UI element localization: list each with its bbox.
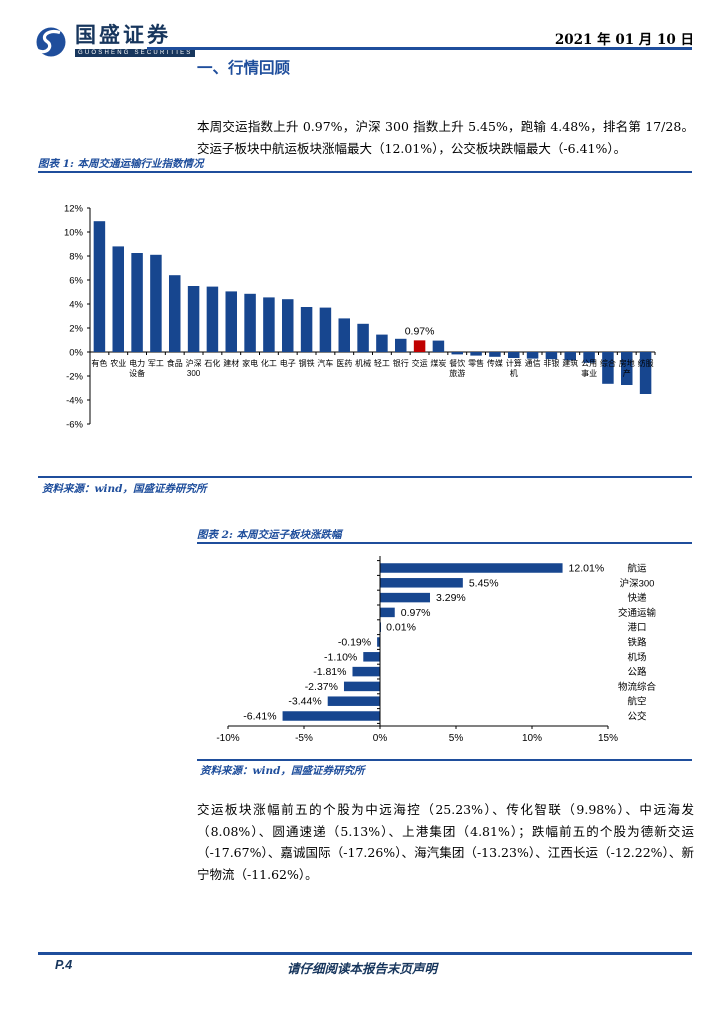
svg-text:沪深300: 沪深300 xyxy=(620,577,655,589)
svg-text:设备: 设备 xyxy=(129,368,145,378)
svg-text:0.97%: 0.97% xyxy=(401,607,431,619)
svg-text:钢铁: 钢铁 xyxy=(299,358,315,368)
svg-text:公用: 公用 xyxy=(581,359,597,368)
svg-text:建材: 建材 xyxy=(223,358,239,368)
svg-text:机: 机 xyxy=(510,368,518,378)
svg-text:交通运输: 交通运输 xyxy=(618,607,657,619)
brand-logo: 国盛证券 GUOSHENG SECURITIES xyxy=(33,24,196,60)
svg-text:军工: 军工 xyxy=(148,359,164,368)
svg-text:纺服: 纺服 xyxy=(638,358,654,368)
svg-text:化工: 化工 xyxy=(261,358,277,368)
svg-text:产: 产 xyxy=(623,368,631,378)
industry-index-bar-chart: 12% 10% 8% 6% 4% 2% 0% -2% -4% -6% 0.97% 有色 农业 电力设备军工… xyxy=(64,204,656,431)
svg-text:有色: 有色 xyxy=(91,358,107,368)
svg-text:-6.41%: -6.41% xyxy=(243,711,276,723)
svg-text:-1.10%: -1.10% xyxy=(324,651,357,663)
summary-paragraph: 本周交运指数上升 0.97%，沪深 300 指数上升 5.45%，跑输 4.48… xyxy=(197,119,694,156)
svg-text:机械: 机械 xyxy=(355,358,371,368)
svg-text:0%: 0% xyxy=(373,733,388,744)
figure1-caption-rule xyxy=(38,171,692,173)
svg-text:房地: 房地 xyxy=(619,358,635,368)
svg-text:5%: 5% xyxy=(449,733,464,744)
svg-text:12.01%: 12.01% xyxy=(569,563,605,575)
guosheng-swirl-icon xyxy=(36,27,66,57)
svg-text:事业: 事业 xyxy=(581,368,597,378)
svg-text:8%: 8% xyxy=(69,252,83,263)
svg-text:电力: 电力 xyxy=(129,358,145,368)
svg-text:0.01%: 0.01% xyxy=(386,622,416,634)
svg-text:-2.37%: -2.37% xyxy=(305,681,338,693)
header-divider xyxy=(147,47,692,50)
report-date: 2021 年 01 月 10 日 xyxy=(554,32,694,48)
footer-divider xyxy=(38,952,692,955)
svg-text:建筑: 建筑 xyxy=(562,358,578,368)
svg-text:2%: 2% xyxy=(69,324,83,335)
svg-text:零售: 零售 xyxy=(468,358,484,368)
stocks-paragraph: 交运板块涨幅前五的个股为中远海控（25.23%）、传化智联（9.98%）、中远海… xyxy=(197,802,694,882)
svg-text:4%: 4% xyxy=(69,300,83,311)
svg-text:10%: 10% xyxy=(522,733,542,744)
figure2-caption-rule xyxy=(197,542,692,544)
svg-text:-3.44%: -3.44% xyxy=(288,696,321,708)
figure2-source: 资料来源：wind，国盛证券研究所 xyxy=(200,765,365,777)
svg-text:医药: 医药 xyxy=(336,358,352,368)
footer-disclaimer: 请仔细阅读本报告末页声明 xyxy=(286,961,437,976)
svg-text:综合: 综合 xyxy=(600,358,616,368)
svg-text:港口: 港口 xyxy=(627,622,646,634)
svg-text:12%: 12% xyxy=(64,204,84,215)
svg-text:传媒: 传媒 xyxy=(487,358,503,368)
svg-text:-5%: -5% xyxy=(295,733,313,744)
section-title: 一、行情回顾 xyxy=(197,58,291,77)
svg-text:通信: 通信 xyxy=(525,358,541,368)
figure2-caption: 图表 2: 本周交运子板块涨跌幅 xyxy=(197,529,342,541)
svg-text:物流综合: 物流综合 xyxy=(618,681,657,693)
svg-text:轻工: 轻工 xyxy=(374,358,390,368)
figure1-source: 资料来源：wind，国盛证券研究所 xyxy=(42,483,207,495)
svg-text:煤炭: 煤炭 xyxy=(430,358,446,368)
svg-text:公路: 公路 xyxy=(627,666,647,678)
svg-text:航运: 航运 xyxy=(627,563,647,575)
svg-text:食品: 食品 xyxy=(167,358,183,368)
figure1-caption: 图表 1: 本周交通运输行业指数情况 xyxy=(38,158,204,170)
svg-text:计算: 计算 xyxy=(506,358,522,368)
svg-text:交运: 交运 xyxy=(412,358,428,368)
svg-text:航空: 航空 xyxy=(627,696,646,708)
svg-text:公交: 公交 xyxy=(627,711,647,723)
brand-subtitle: GUOSHENG SECURITIES xyxy=(75,49,196,57)
svg-text:电子: 电子 xyxy=(280,358,296,368)
svg-text:6%: 6% xyxy=(69,276,83,287)
svg-text:-2%: -2% xyxy=(66,372,83,383)
brand-name: 国盛证券 xyxy=(75,24,171,47)
svg-text:-6%: -6% xyxy=(66,420,83,431)
svg-text:0.97%: 0.97% xyxy=(405,325,435,337)
svg-text:10%: 10% xyxy=(64,228,84,239)
svg-text:农业: 农业 xyxy=(110,358,126,368)
subsector-change-bar-chart: 12.01% 航运 5.45% 沪深300 3.29% 快递 0.97% 交通运输 0.01% 港… xyxy=(216,556,657,744)
figure2-bottom-rule xyxy=(197,759,692,761)
svg-text:铁路: 铁路 xyxy=(627,637,647,649)
svg-text:家电: 家电 xyxy=(242,358,258,368)
svg-text:300: 300 xyxy=(187,369,201,378)
svg-text:15%: 15% xyxy=(598,733,618,744)
svg-text:-0.19%: -0.19% xyxy=(338,637,371,649)
figure1-bottom-rule xyxy=(38,476,692,478)
svg-text:-10%: -10% xyxy=(216,733,239,744)
svg-text:0%: 0% xyxy=(69,348,83,359)
svg-text:银行: 银行 xyxy=(393,358,409,368)
page-number: P.4 xyxy=(55,958,73,972)
svg-text:旅游: 旅游 xyxy=(449,368,465,378)
svg-text:沪深: 沪深 xyxy=(186,358,202,368)
svg-text:汽车: 汽车 xyxy=(317,358,333,368)
svg-text:餐饮: 餐饮 xyxy=(449,358,465,368)
svg-text:快递: 快递 xyxy=(627,592,647,604)
svg-text:3.29%: 3.29% xyxy=(436,592,466,604)
svg-text:-1.81%: -1.81% xyxy=(313,666,346,678)
brand-text-block: 国盛证券 GUOSHENG SECURITIES xyxy=(75,24,196,57)
svg-text:机场: 机场 xyxy=(627,651,646,663)
svg-text:-4%: -4% xyxy=(66,396,83,407)
svg-text:5.45%: 5.45% xyxy=(469,577,499,589)
svg-text:非银: 非银 xyxy=(543,358,559,368)
svg-text:石化: 石化 xyxy=(204,358,220,368)
